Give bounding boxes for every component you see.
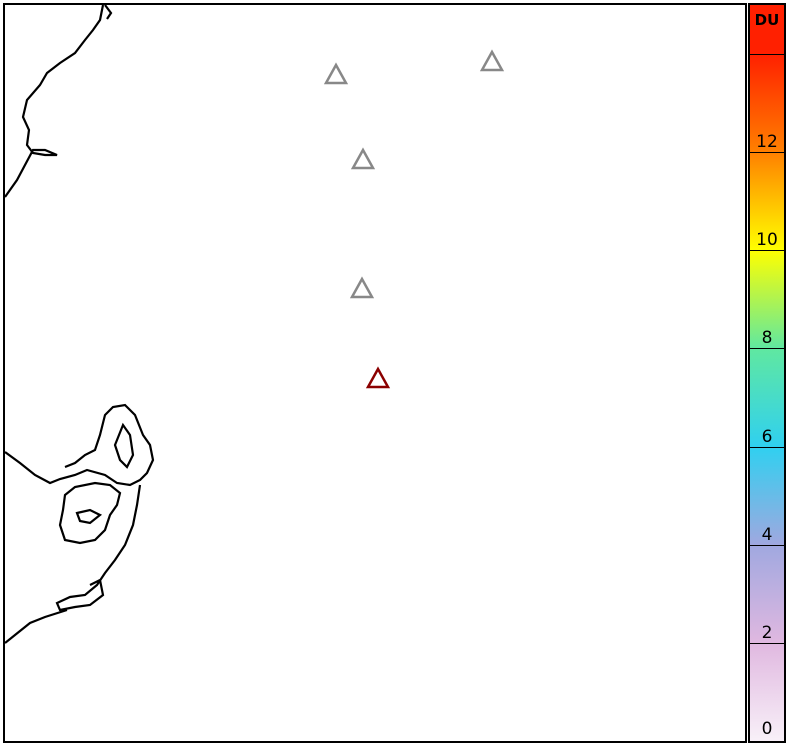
colorbar-tick-label: 4 (761, 524, 773, 545)
colorbar-tick (750, 54, 784, 56)
colorbar-tick (750, 544, 784, 546)
map-panel (3, 3, 747, 743)
coastline (4, 4, 155, 644)
volcano-marker (350, 147, 376, 170)
colorbar-tick-label: 6 (761, 426, 773, 447)
colorbar-tick (750, 152, 784, 154)
colorbar-tick (750, 446, 784, 448)
colorbar-segment (750, 642, 784, 741)
volcano-marker (479, 49, 505, 72)
active-volcano-marker (365, 366, 391, 389)
colorbar-segment (750, 446, 784, 545)
colorbar-tick (750, 348, 784, 350)
colorbar-segment (750, 250, 784, 349)
colorbar-segment (750, 5, 784, 55)
colorbar-tick-label: 12 (756, 132, 778, 153)
colorbar-unit-label: DU (754, 11, 780, 29)
colorbar-tick-label: 8 (761, 328, 773, 349)
colorbar-tick-label: 0 (761, 719, 773, 739)
volcano-marker (323, 62, 349, 85)
colorbar-segment (750, 544, 784, 643)
colorbar: DU 0 2 4 6 8 10 12 (748, 3, 786, 743)
colorbar-tick (750, 642, 784, 644)
colorbar-segment (750, 348, 784, 447)
colorbar-segment (750, 152, 784, 251)
volcano-marker (349, 276, 375, 299)
coastline-layer (4, 4, 505, 644)
colorbar-tick (750, 250, 784, 252)
colorbar-segment (750, 54, 784, 153)
colorbar-tick-label: 2 (761, 622, 773, 643)
colorbar-tick-label: 10 (756, 230, 778, 251)
